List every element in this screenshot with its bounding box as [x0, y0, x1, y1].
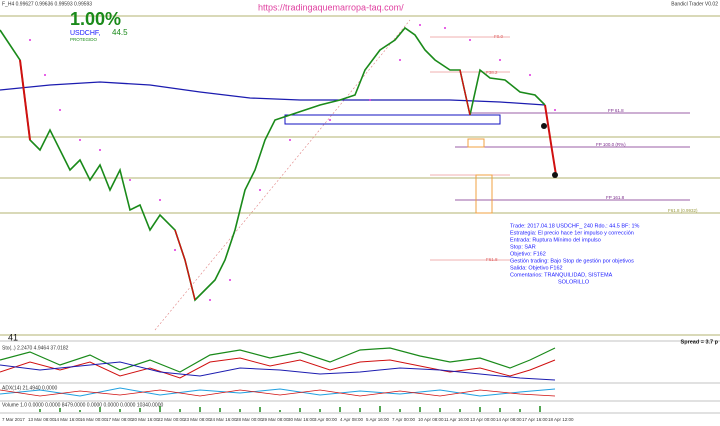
box	[475, 174, 493, 214]
zone	[284, 114, 501, 125]
date-label: 24 Mar 16:00	[210, 417, 237, 422]
indicator-line	[0, 361, 556, 381]
date-label: 3 Apr 00:00	[314, 417, 338, 422]
indicator-line	[0, 347, 556, 373]
note-line: Objetivo: F162	[510, 251, 546, 257]
note-line: Salida: Objetivo F162	[510, 265, 563, 271]
fib-lines	[455, 112, 690, 201]
fib-label: FP 161.8	[606, 195, 625, 200]
date-label: 14 Mar 16:00	[54, 417, 81, 422]
date-axis: 7 Mar 2017 13 Mar 08:00 14 Mar 16:00 16 Mar…	[2, 417, 574, 422]
date-label: 28 Mar 00:00	[236, 417, 263, 422]
percent: 1.00%	[70, 9, 121, 29]
date-label: 18 Apr 12:00	[548, 417, 574, 422]
box	[467, 138, 485, 148]
trend	[154, 19, 411, 331]
status: PROTEGIDO	[70, 37, 98, 42]
date-label: 11 Apr 16:00	[444, 417, 470, 422]
indicator-label: Sto(..) 2.2470 4.9464 37.0182	[2, 345, 69, 351]
date-label: 5 Apr 16:00	[366, 417, 390, 422]
date-label: 20 Mar 16:00	[132, 417, 159, 422]
price-down	[544, 104, 557, 176]
note-line: Comentarios: TRANQUILIDAD, SISTEMA	[510, 272, 613, 278]
indicator-line	[0, 389, 556, 397]
fib-lines-red	[430, 36, 510, 261]
note: Trade: 2017.04.18 USDCHF_ 240 Rdo.: 44.5…	[510, 223, 640, 285]
result: 44.5	[112, 28, 128, 37]
date-label: 4 Apr 08:00	[340, 417, 364, 422]
symbol-info: F_H4 0.99627 0.99636 0.99593 0.99593	[2, 1, 92, 7]
volume	[39, 406, 541, 412]
indicator-label: ADX(14) 21.4940 0.0000	[2, 385, 58, 391]
note-line: Trade: 2017.04.18 USDCHF_ 240 Rdo.: 44.5…	[510, 223, 640, 229]
indicator-line	[0, 387, 556, 397]
url: https://tradingaquemarropa-taq.com/	[258, 2, 404, 12]
fib-label: FP 61.8	[608, 108, 624, 113]
fib-label: F61.8 (0.9932)	[668, 208, 698, 213]
date-label: 7 Apr 00:00	[392, 417, 416, 422]
symbol: USDCHF,	[70, 30, 100, 37]
spread: Spread = 3.7 p	[681, 339, 719, 345]
platform: Bandicl Trader V0.02	[671, 1, 718, 7]
counter: 41	[8, 332, 18, 342]
date-label: 7 Mar 2017	[2, 417, 25, 422]
note-line: Estrategia: El precio hace 1er impulso y…	[510, 230, 634, 236]
date-label: 13 Mar 08:00	[28, 417, 55, 422]
date-label: 14 Apr 08:00	[496, 417, 522, 422]
date-label: 23 Mar 08:00	[184, 417, 211, 422]
date-label: 29 Mar 08:00	[262, 417, 289, 422]
date-label: 17 Apr 16:00	[522, 417, 548, 422]
fib-label: FP 100.0 (R%)	[596, 142, 626, 147]
fib-label: F38.2	[486, 70, 498, 75]
date-label: 13 Apr 00:00	[470, 417, 496, 422]
indicator-label: Volume 1.0 0.0000 0.0000 8479.0000 0.000…	[2, 402, 163, 408]
price-down	[19, 59, 31, 141]
date-label: 10 Apr 08:00	[418, 417, 444, 422]
date-label: 22 Mar 00:00	[158, 417, 185, 422]
fib-label: F0.0	[494, 34, 504, 39]
entry-marker	[541, 123, 547, 129]
moving-average	[0, 81, 546, 106]
note-line: Entrada: Ruptura Mínimo del impulso	[510, 237, 601, 243]
levels	[0, 15, 720, 336]
exit-marker	[552, 172, 558, 178]
date-label: 16 Mar 00:00	[80, 417, 107, 422]
date-label: 17 Mar 08:00	[106, 417, 133, 422]
note-line: Stop: SAR	[510, 244, 536, 250]
note-line: SOLORILLO	[558, 279, 590, 285]
sar-dots	[29, 24, 556, 301]
date-label: 30 Mar 16:00	[288, 417, 315, 422]
price-down	[459, 69, 471, 116]
price-down	[174, 229, 196, 301]
price	[0, 26, 546, 302]
note-line: Gestión trading: Bajo Stop de gestión po…	[510, 258, 634, 264]
fib-label: F61.8	[486, 257, 498, 262]
